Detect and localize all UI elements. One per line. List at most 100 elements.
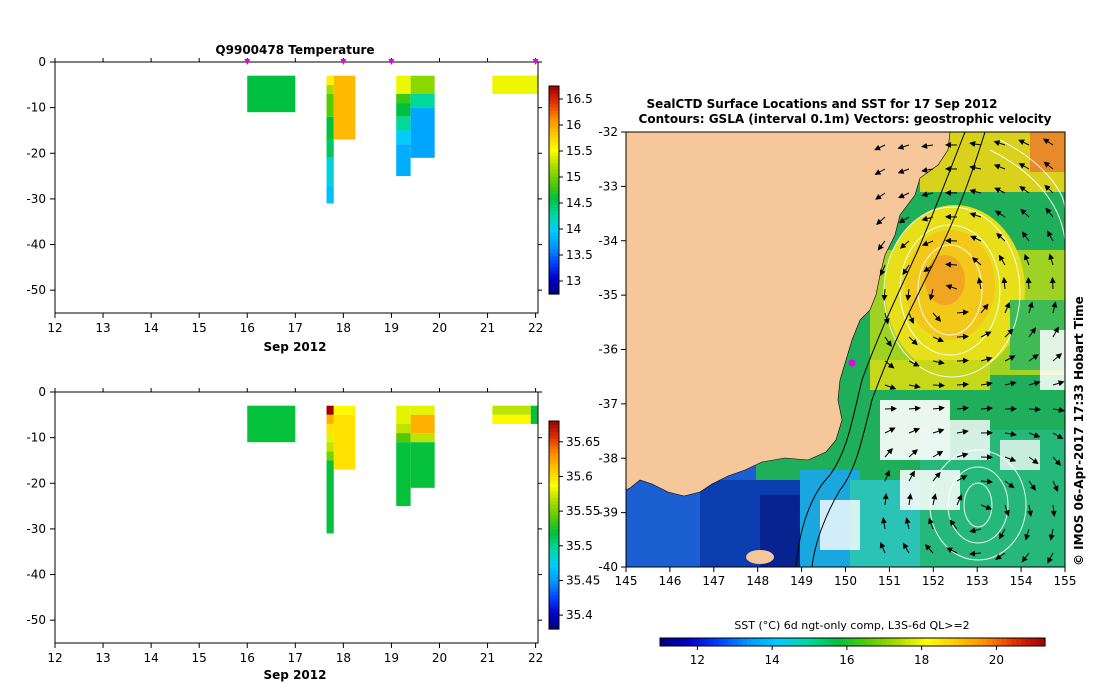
colorbar-step bbox=[549, 86, 559, 91]
colorbar-step bbox=[549, 155, 559, 160]
colorbar-step bbox=[549, 445, 559, 450]
velocity-arrow bbox=[908, 405, 921, 412]
colorbar-step bbox=[549, 259, 559, 264]
data-cell bbox=[247, 75, 296, 113]
map-x-tick-label: 152 bbox=[922, 574, 945, 588]
colorbar-step bbox=[549, 134, 559, 139]
velocity-arrow bbox=[1004, 380, 1017, 387]
colorbar-step bbox=[847, 638, 854, 646]
velocity-arrow bbox=[923, 264, 934, 273]
data-cell bbox=[396, 144, 411, 177]
colorbar-step bbox=[549, 615, 559, 620]
colorbar-step bbox=[996, 638, 1003, 646]
colorbar-step bbox=[549, 144, 559, 149]
velocity-arrow bbox=[1004, 328, 1014, 338]
map-y-tick-label: -38 bbox=[598, 451, 618, 465]
colorbar-step bbox=[549, 262, 559, 267]
colorbar-step bbox=[549, 566, 559, 571]
velocity-arrow bbox=[993, 164, 1006, 170]
colorbar-step bbox=[549, 99, 559, 104]
velocity-arrow bbox=[1024, 528, 1031, 541]
velocity-arrow bbox=[932, 428, 945, 435]
colorbar-step bbox=[549, 625, 559, 630]
colorbar-step bbox=[669, 638, 676, 646]
colorbar-step bbox=[549, 448, 559, 453]
colorbar-step bbox=[924, 638, 931, 646]
velocity-arrow bbox=[1052, 480, 1059, 492]
velocity-arrow bbox=[1045, 207, 1054, 218]
profile-marker bbox=[388, 59, 395, 65]
velocity-arrow bbox=[928, 288, 935, 301]
colorbar-frame bbox=[548, 420, 560, 630]
colorbar-step bbox=[549, 424, 559, 429]
colorbar-step bbox=[698, 638, 704, 646]
velocity-arrow bbox=[884, 360, 895, 369]
colorbar-step bbox=[549, 459, 559, 464]
data-cell bbox=[333, 75, 356, 140]
colorbar-step bbox=[549, 455, 559, 460]
velocity-arrow bbox=[956, 428, 969, 435]
colorbar-step bbox=[1025, 638, 1032, 646]
velocity-arrow bbox=[932, 382, 945, 389]
colorbar-step bbox=[549, 269, 559, 274]
velocity-arrow bbox=[969, 141, 982, 147]
colorbar-step bbox=[549, 190, 559, 195]
temperature-xlabel: Sep 2012 bbox=[264, 340, 327, 354]
colorbar-step bbox=[549, 622, 559, 627]
colorbar-step bbox=[549, 549, 559, 554]
colorbar-step bbox=[549, 590, 559, 595]
data-cell bbox=[396, 433, 411, 443]
colorbar-step bbox=[972, 638, 979, 646]
colorbar-step bbox=[549, 608, 559, 613]
colorbar-step bbox=[549, 611, 559, 616]
velocity-arrow bbox=[1023, 253, 1030, 266]
salinity-cells bbox=[247, 405, 538, 534]
data-cell bbox=[326, 423, 334, 434]
velocity-arrow bbox=[924, 544, 934, 554]
colorbar-step bbox=[549, 207, 559, 212]
colorbar-tick-label: 16 bbox=[839, 653, 854, 667]
velocity-arrow bbox=[1028, 480, 1036, 491]
velocity-arrow bbox=[969, 550, 982, 557]
colorbar-step bbox=[549, 521, 559, 526]
velocity-arrow bbox=[921, 167, 934, 173]
colorbar-step bbox=[549, 528, 559, 533]
velocity-arrow bbox=[905, 288, 912, 301]
map-x-tick-label: 149 bbox=[790, 574, 813, 588]
colorbar-step bbox=[992, 638, 998, 646]
data-cell bbox=[410, 93, 435, 108]
colorbar-step bbox=[688, 638, 695, 646]
colorbar-step bbox=[549, 238, 559, 243]
velocity-arrow bbox=[884, 469, 891, 482]
colorbar-step bbox=[549, 466, 559, 471]
shelf-depth-contours bbox=[795, 132, 986, 567]
velocity-arrow bbox=[1052, 380, 1065, 387]
colorbar-step bbox=[809, 638, 815, 646]
velocity-arrow bbox=[897, 143, 910, 150]
imos-credit: © IMOS 06-Apr-2017 17:33 Hobart Time bbox=[1072, 296, 1086, 566]
data-cell bbox=[326, 460, 334, 534]
velocity-arrow bbox=[877, 240, 886, 251]
colorbar-step bbox=[549, 186, 559, 191]
colorbar-step bbox=[968, 638, 974, 646]
velocity-arrow bbox=[908, 470, 915, 482]
map-x-tick-label: 151 bbox=[878, 574, 901, 588]
colorbar-step bbox=[833, 638, 839, 646]
colorbar-step bbox=[549, 563, 559, 568]
colorbar-step bbox=[828, 638, 834, 646]
colorbar-step bbox=[756, 638, 762, 646]
colorbar-tick-label: 16 bbox=[566, 118, 581, 132]
x-tick-label: 15 bbox=[192, 651, 207, 665]
data-cell bbox=[326, 433, 334, 443]
data-cell bbox=[326, 185, 334, 204]
velocity-arrow bbox=[980, 478, 993, 485]
data-cell bbox=[410, 405, 435, 415]
colorbar-step bbox=[549, 124, 559, 129]
velocity-arrow bbox=[931, 493, 938, 506]
colorbar-step bbox=[857, 638, 863, 646]
data-cell bbox=[326, 93, 334, 117]
temperature-plot-frame bbox=[54, 61, 539, 314]
colorbar-step bbox=[943, 638, 950, 646]
x-tick-label: 19 bbox=[384, 321, 399, 335]
salinity-section-panel: 12 13 14 15 16 17 18 19 20 21 22 0 -10 -20 -30 -40 -50 S… bbox=[26, 385, 600, 682]
